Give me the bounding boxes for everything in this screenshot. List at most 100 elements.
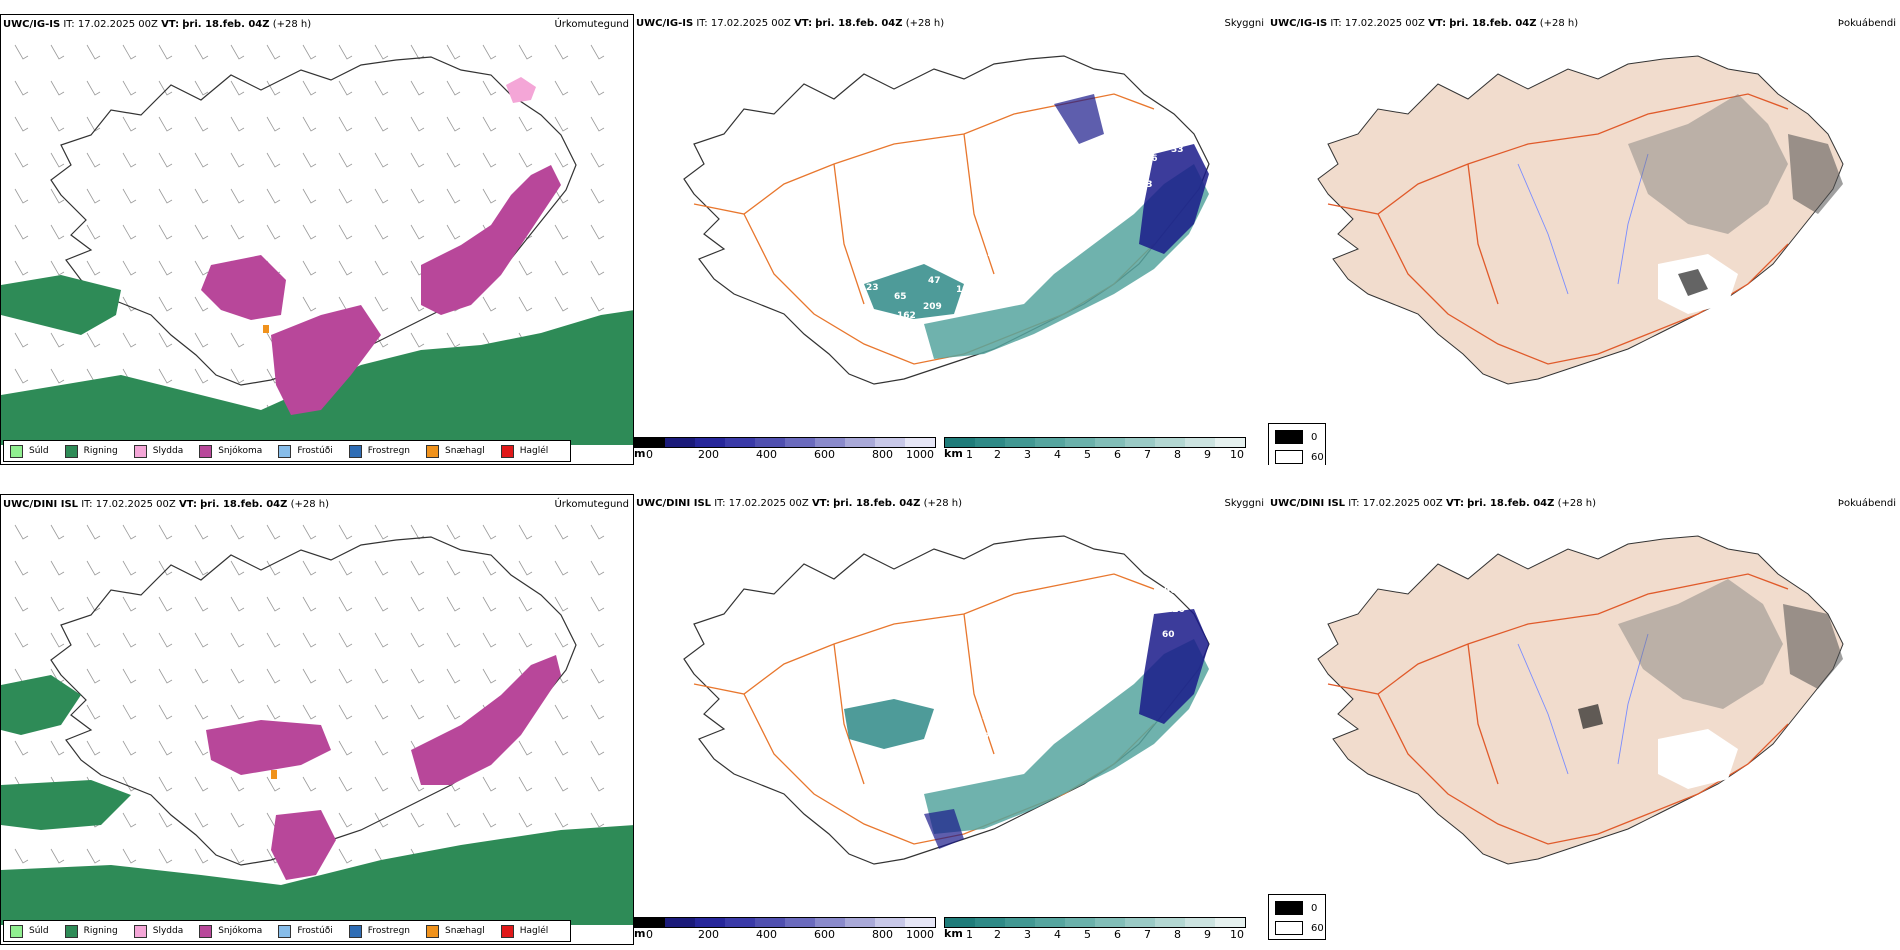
wind-barb — [482, 776, 497, 792]
ceiling-value-label: 60 — [1162, 630, 1175, 640]
rain-area — [1, 310, 633, 445]
wind-barb — [338, 260, 353, 276]
visibility-unit: km — [944, 447, 963, 460]
ceiling-value-label: 41 — [985, 231, 998, 241]
visibility-tick: 2 — [994, 928, 1001, 941]
wind-barb — [590, 704, 605, 720]
colorbar-cell — [635, 918, 665, 927]
fog-legend-swatch — [1275, 921, 1303, 935]
wind-barb — [518, 296, 533, 312]
legend-swatch — [278, 444, 292, 458]
legend-label: Haglél — [519, 446, 549, 456]
ceiling-value-label: 162 — [897, 311, 916, 321]
ceiling-value-label: 97 — [987, 249, 1000, 259]
fog-legend-label: 60 — [1311, 922, 1324, 934]
wind-barb — [194, 332, 209, 348]
fog-legend-label: 0 — [1311, 902, 1318, 914]
wind-barb — [158, 368, 173, 384]
wind-barb — [302, 296, 317, 312]
ceiling-value-label: 349 — [1050, 178, 1069, 188]
wind-barb — [158, 848, 173, 864]
wind-barb — [302, 704, 317, 720]
wind-barb — [410, 596, 425, 612]
wind-barb — [518, 560, 533, 576]
legend-label: Snæhagl — [445, 446, 485, 456]
wind-barb — [518, 812, 533, 828]
wind-barb — [194, 224, 209, 240]
vt-label: VT: — [1428, 18, 1447, 29]
wind-barb — [266, 704, 281, 720]
ceiling-tick: 0 — [646, 928, 653, 941]
legend-item: Slydda — [133, 924, 183, 938]
wind-barb — [590, 740, 605, 756]
wind-barb — [446, 632, 461, 648]
river-network — [1517, 633, 1649, 775]
wind-barb — [374, 704, 389, 720]
wind-barb — [158, 740, 173, 756]
legend-label: Slydda — [152, 446, 184, 456]
wind-barb — [518, 44, 533, 60]
snow-area — [271, 810, 336, 880]
ceiling-value-label: 248 — [982, 712, 1001, 722]
wind-barb — [590, 776, 605, 792]
wind-barb — [14, 332, 29, 348]
wind-barb — [338, 848, 353, 864]
wind-barb — [590, 260, 605, 276]
wind-barb — [266, 776, 281, 792]
wind-barb — [554, 296, 569, 312]
legend-swatch — [500, 924, 514, 938]
wind-barb — [194, 260, 209, 276]
ceiling-tick: 1000 — [906, 928, 934, 941]
colorbar-cell — [1125, 438, 1155, 447]
colorbar-cell — [875, 918, 905, 927]
wind-barb — [14, 224, 29, 240]
wind-barb — [194, 812, 209, 828]
wind-barb — [302, 776, 317, 792]
wind-barb — [374, 776, 389, 792]
ceiling-value-label: 125 — [1114, 126, 1133, 136]
wind-barb — [158, 44, 173, 60]
ceiling-colorbar: m 0 200 400 600 800 1000 — [634, 917, 944, 943]
ceiling-value-label: 36 — [1145, 154, 1158, 164]
legend-swatch — [348, 924, 362, 938]
wind-barb — [230, 152, 245, 168]
wind-barb — [338, 740, 353, 756]
colorbar-cell — [1215, 918, 1245, 927]
ceiling-value-label: 96 — [1164, 586, 1177, 596]
wind-barb — [194, 188, 209, 204]
wind-barb — [482, 668, 497, 684]
wind-barb — [230, 80, 245, 96]
wind-barb — [482, 152, 497, 168]
ceiling-value-label: 128 — [1074, 691, 1093, 701]
model-name: UWC/DINI ISL — [636, 498, 712, 509]
visibility-colorbar-strip — [944, 437, 1246, 448]
ceiling-value-label: 25 — [922, 782, 935, 792]
fog-map — [1317, 535, 1844, 865]
wind-barb — [446, 704, 461, 720]
model-name: UWC/IG-IS — [1270, 18, 1328, 29]
panel-title: Þokuábendi — [1837, 498, 1896, 509]
wind-barb — [518, 632, 533, 648]
it-value: 17.02.2025 00Z — [77, 19, 158, 30]
panel-header: UWC/DINI ISL IT: 17.02.2025 00Z VT: þri.… — [636, 498, 962, 509]
wind-barb — [482, 44, 497, 60]
wind-barb — [482, 80, 497, 96]
wind-barb — [518, 152, 533, 168]
wind-barb — [554, 740, 569, 756]
wind-barb — [86, 332, 101, 348]
ceiling-value-label: 50 — [924, 738, 937, 748]
snow-area — [201, 255, 286, 320]
ceiling-value-label: 331 — [1021, 233, 1040, 243]
ceiling-value-label: 70 — [894, 773, 907, 783]
wind-barb — [590, 80, 605, 96]
vt-value: þri. 18.feb. 04Z — [833, 498, 921, 509]
ceiling-colorbar-strip — [634, 917, 936, 928]
fog-dark-area — [1678, 269, 1708, 296]
it-value: 17.02.2025 00Z — [95, 499, 176, 510]
ceiling-value-label: 39 — [896, 792, 909, 802]
wind-barb — [158, 632, 173, 648]
vt-label: VT: — [794, 18, 813, 29]
low-ceiling-area — [1139, 144, 1209, 254]
panel-title: Þokuábendi — [1837, 18, 1896, 29]
ceiling-value-label: 126 — [1166, 605, 1185, 615]
